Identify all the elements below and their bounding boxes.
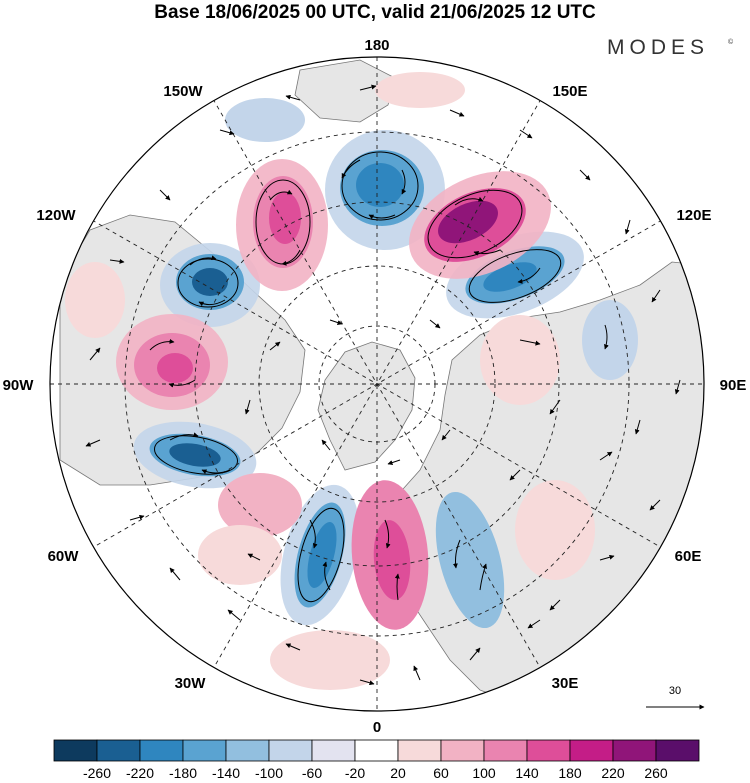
colorbar-tick-label: 180 [558, 765, 582, 781]
colorbar-tick-label: 100 [472, 765, 496, 781]
colorbar-tick-label: 140 [515, 765, 539, 781]
landmass-alaska [294, 59, 396, 123]
anomaly-negative-core [169, 443, 221, 467]
colorbar-tick-label: 20 [390, 765, 406, 781]
longitude-labels: 180 150W 150E 120W 120E 90W 90E 60W 60E … [3, 37, 747, 736]
anomaly-negative-core [356, 163, 404, 207]
graticule [50, 57, 704, 711]
colorbar-cells [53, 739, 700, 762]
lon-label-60e: 60E [675, 548, 702, 565]
polar-map [49, 56, 705, 712]
colorbar-tick-label: -180 [169, 765, 197, 781]
lon-label-150e: 150E [552, 83, 587, 100]
anomaly-negative [225, 98, 305, 142]
anomaly-negative-core [307, 522, 337, 588]
colorbar-cell [397, 739, 442, 762]
colorbar-tick-label: 220 [601, 765, 625, 781]
brand-registered-mark: © [728, 38, 734, 46]
anomaly-positive [198, 525, 282, 585]
colorbar-cell [612, 739, 657, 762]
lon-label-180: 180 [364, 37, 389, 54]
anomaly-positive [218, 473, 302, 537]
lon-label-60w: 60W [48, 548, 80, 565]
colorbar: -260 -220 -180 -140 -100 -60 -20 20 60 100 140 180 2… [53, 739, 700, 781]
vector-scale: 30 [646, 685, 705, 710]
colorbar-cell [655, 739, 700, 762]
lon-label-0: 0 [373, 719, 381, 736]
anomaly-positive [515, 480, 595, 580]
colorbar-cell [354, 739, 399, 762]
anomaly-positive [65, 262, 125, 338]
colorbar-tick-label: -140 [212, 765, 240, 781]
anomaly-positive [270, 630, 390, 690]
chart-title: Base 18/06/2025 00 UTC, valid 21/06/2025… [154, 2, 596, 23]
landmass-greenland [317, 341, 416, 471]
colorbar-tick-label: -220 [126, 765, 154, 781]
colorbar-cell [483, 739, 528, 762]
anomaly-negative [582, 300, 638, 380]
colorbar-tick-label: -100 [255, 765, 283, 781]
colorbar-cell [440, 739, 485, 762]
colorbar-cell [268, 739, 313, 762]
colorbar-tick-label: 260 [644, 765, 668, 781]
anomaly-positive-core [157, 353, 193, 383]
colorbar-cell [225, 739, 270, 762]
map-border [49, 56, 705, 712]
anomaly-positive-core [438, 200, 498, 244]
colorbar-tick-label: -260 [83, 765, 111, 781]
colorbar-tick-label: -20 [345, 765, 365, 781]
colorbar-cell [311, 739, 356, 762]
anomaly-positive-core [269, 192, 301, 244]
lon-label-120w: 120W [36, 207, 76, 224]
anomaly-positive [480, 315, 560, 405]
lon-label-150w: 150W [163, 83, 203, 100]
anomaly-positive-core [373, 520, 411, 600]
lon-label-90w: 90W [3, 377, 35, 394]
colorbar-cell [53, 739, 98, 762]
contour-lines [154, 151, 562, 603]
colorbar-tick-label: 60 [433, 765, 449, 781]
anomaly-negative-core [192, 268, 228, 296]
colorbar-cell [182, 739, 227, 762]
lon-label-30w: 30W [175, 675, 207, 692]
colorbar-cell [96, 739, 141, 762]
lon-label-120e: 120E [676, 207, 711, 224]
colorbar-labels: -260 -220 -180 -140 -100 -60 -20 20 60 100 140 180 2… [83, 765, 668, 781]
brand-logo: MODES [607, 36, 709, 59]
colorbar-cell [569, 739, 614, 762]
colorbar-cell [526, 739, 571, 762]
wind-vectors [85, 84, 681, 686]
anomaly-positive [375, 72, 465, 108]
lon-label-30e: 30E [552, 675, 579, 692]
vector-scale-label: 30 [669, 685, 681, 697]
anomaly-negative [435, 491, 505, 629]
colorbar-cell [139, 739, 184, 762]
lon-label-90e: 90E [720, 377, 747, 394]
anomaly-negative-core [483, 262, 537, 292]
colorbar-tick-label: -60 [302, 765, 322, 781]
